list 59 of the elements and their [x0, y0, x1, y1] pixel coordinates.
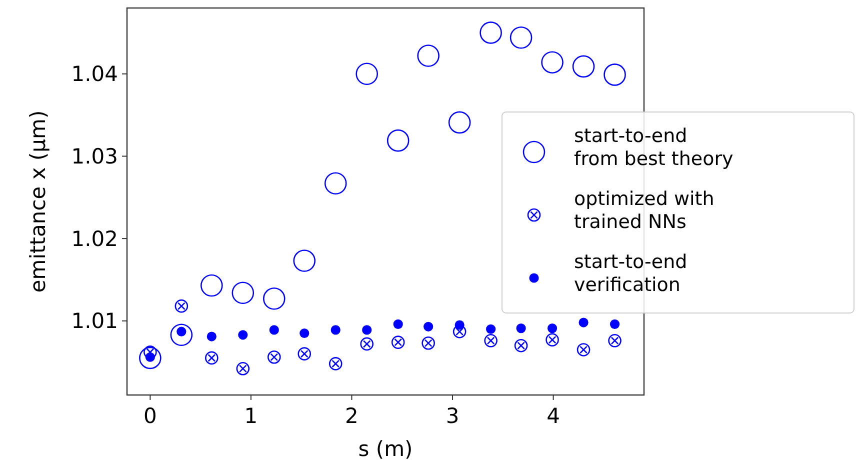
point: [174, 299, 188, 313]
point: [610, 319, 620, 329]
point: [269, 325, 279, 335]
point: [546, 333, 559, 346]
legend-label: start-to-end from best theory: [574, 125, 734, 170]
point: [547, 324, 558, 334]
y-tick-label: 1.02: [71, 226, 118, 251]
point: [393, 319, 403, 329]
point: [541, 51, 564, 74]
point: [576, 343, 590, 356]
y-axis-title: emittance x (µm): [26, 110, 50, 293]
point: [391, 336, 405, 349]
point: [236, 362, 250, 376]
y-tick-label: 1.03: [71, 144, 118, 169]
point: [205, 351, 218, 365]
legend-label: optimized with trained NNs: [574, 188, 714, 233]
point: [262, 288, 286, 310]
point: [422, 336, 435, 350]
x-axis-title: s (m): [358, 437, 413, 461]
x-tick-label: 4: [546, 404, 560, 428]
point: [484, 334, 498, 348]
point: [510, 26, 532, 49]
point: [486, 324, 496, 334]
point: [328, 357, 342, 370]
point: [480, 22, 502, 44]
point: [604, 64, 626, 86]
point: [514, 338, 528, 352]
point: [386, 129, 410, 152]
point: [454, 320, 464, 330]
point: [293, 250, 316, 272]
point: [578, 318, 588, 328]
point: [608, 334, 622, 348]
point: [417, 44, 440, 67]
x-tick-label: 1: [244, 404, 258, 428]
x-tick-label: 3: [446, 404, 460, 428]
x-tick-label: 0: [143, 404, 157, 428]
x-tick-label: 2: [345, 404, 358, 428]
point: [516, 324, 526, 334]
point: [360, 337, 374, 351]
point: [448, 111, 471, 134]
point: [572, 55, 595, 78]
point: [232, 282, 254, 304]
y-tick-label: 1.04: [71, 62, 118, 86]
point: [330, 325, 340, 335]
point: [206, 332, 216, 342]
point: [424, 322, 434, 332]
point: [170, 324, 193, 346]
point: [300, 328, 310, 338]
legend-label: start-to-end verification: [574, 251, 688, 296]
point: [324, 172, 347, 195]
point: [200, 274, 223, 297]
point: [238, 330, 248, 340]
point: [139, 346, 162, 370]
y-tick-label: 1.01: [71, 309, 118, 334]
point: [452, 324, 466, 338]
point: [356, 62, 378, 86]
point: [298, 347, 312, 360]
point: [362, 325, 372, 335]
point: [267, 350, 281, 364]
